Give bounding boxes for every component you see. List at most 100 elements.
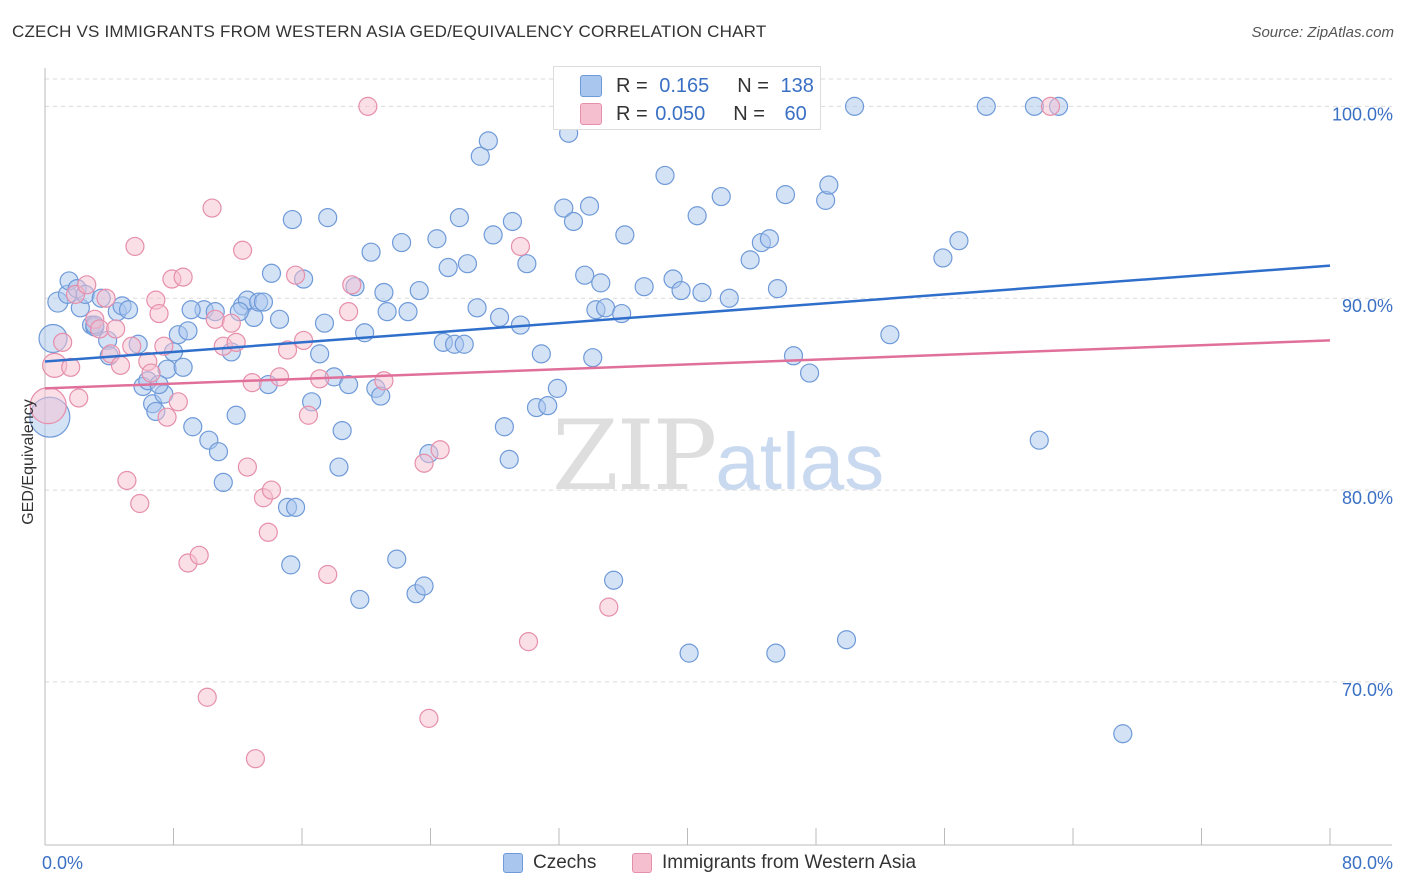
chart-title: CZECH VS IMMIGRANTS FROM WESTERN ASIA GE… bbox=[12, 22, 767, 41]
czech-point bbox=[583, 348, 603, 368]
czech-point bbox=[692, 282, 712, 303]
imm-n-label: N = bbox=[733, 102, 765, 125]
czech-point bbox=[438, 257, 458, 278]
imm-point bbox=[197, 687, 217, 707]
y-axis-label: GED/Equivalency bbox=[20, 399, 37, 524]
czech-point bbox=[281, 555, 301, 575]
czech-point bbox=[615, 225, 635, 245]
czech-point bbox=[208, 442, 229, 462]
axis-layer: 70.0% 80.0% 90.0% 100.0% 0.0% 80.0% bbox=[42, 68, 1393, 873]
czech-point bbox=[391, 232, 412, 253]
czech-point bbox=[976, 96, 996, 116]
czech-point bbox=[819, 175, 839, 195]
legend-imm-swatch bbox=[632, 853, 652, 873]
imm-point bbox=[430, 440, 450, 460]
czech-point bbox=[173, 357, 193, 377]
czech-point bbox=[499, 449, 519, 469]
legend-item-czechs: Czechs bbox=[503, 852, 596, 874]
imm-point bbox=[125, 236, 145, 257]
imm-point bbox=[342, 275, 362, 295]
imm-point bbox=[414, 453, 434, 473]
imm-point bbox=[277, 340, 298, 360]
czech-point bbox=[775, 185, 796, 205]
imm-r-label: R = bbox=[616, 102, 648, 125]
imm-point bbox=[110, 355, 131, 375]
czech-point bbox=[517, 254, 537, 274]
czech-point bbox=[655, 165, 675, 186]
czech-point bbox=[719, 288, 739, 308]
czech-point bbox=[563, 211, 584, 232]
czech-point bbox=[880, 325, 900, 345]
czech-point bbox=[783, 346, 804, 366]
imm-point bbox=[202, 198, 222, 218]
czech-point bbox=[361, 242, 381, 262]
imm-point bbox=[298, 405, 319, 425]
legend-imm-label: Immigrants from Western Asia bbox=[662, 852, 917, 873]
czech-point bbox=[575, 265, 595, 285]
imm-point bbox=[221, 313, 241, 333]
imm-point bbox=[599, 597, 619, 617]
imm-point bbox=[294, 330, 314, 351]
czech-point bbox=[554, 198, 574, 218]
imm-point bbox=[242, 373, 262, 393]
imm-point bbox=[419, 708, 439, 728]
czech-point bbox=[414, 576, 434, 596]
imm-point bbox=[141, 363, 161, 383]
imm-n-value: 60 bbox=[784, 102, 807, 125]
source-credit: Source: ZipAtlas.com bbox=[1251, 24, 1394, 41]
czech-point bbox=[118, 300, 139, 320]
czech-point bbox=[427, 229, 447, 249]
imm-point bbox=[261, 480, 282, 500]
imm-point bbox=[122, 336, 142, 356]
imm-point bbox=[245, 749, 266, 769]
czech-point bbox=[711, 186, 731, 207]
y-tick-label: 80.0% bbox=[1342, 488, 1393, 508]
imm-point bbox=[358, 96, 378, 116]
czech-point bbox=[409, 280, 429, 301]
czech-point bbox=[634, 277, 654, 297]
czech-r-label: R = bbox=[616, 74, 648, 97]
y-tick-label: 100.0% bbox=[1332, 104, 1393, 124]
y-tick-label: 70.0% bbox=[1342, 680, 1393, 700]
imm-point bbox=[90, 319, 110, 339]
czech-point bbox=[387, 549, 407, 569]
czech-point bbox=[178, 321, 198, 341]
czech-point bbox=[478, 131, 498, 151]
imm-point bbox=[258, 522, 278, 542]
czech-point bbox=[579, 196, 600, 216]
imm-r-value: 0.050 bbox=[655, 102, 706, 125]
czech-point bbox=[213, 472, 233, 492]
czech-point bbox=[1113, 724, 1133, 744]
czech-point bbox=[282, 209, 302, 230]
imm-point bbox=[168, 392, 188, 412]
imm-point bbox=[237, 457, 257, 477]
czech-point bbox=[285, 497, 306, 517]
imm-point bbox=[318, 564, 338, 585]
imm-point bbox=[96, 288, 116, 308]
imm-point bbox=[189, 545, 209, 565]
imm-point bbox=[77, 275, 97, 295]
imm-point bbox=[173, 267, 193, 287]
czech-point bbox=[1029, 430, 1049, 450]
imm-point bbox=[149, 303, 169, 324]
czech-point bbox=[332, 421, 352, 441]
czech-point bbox=[483, 225, 503, 245]
czech-point bbox=[226, 405, 246, 425]
czech-point bbox=[595, 298, 616, 318]
imm-point bbox=[117, 470, 137, 491]
czech-trend-line bbox=[44, 264, 1331, 363]
imm-point bbox=[53, 332, 73, 352]
x-tick-label: 0.0% bbox=[42, 853, 83, 873]
czech-point bbox=[449, 208, 470, 228]
czech-point bbox=[350, 589, 370, 610]
points-imm bbox=[29, 96, 1061, 769]
czech-point bbox=[467, 298, 487, 318]
czech-point bbox=[329, 457, 349, 477]
imm-point bbox=[157, 407, 177, 427]
czech-point bbox=[844, 96, 865, 116]
y-tick-label: 90.0% bbox=[1342, 296, 1393, 316]
imm-point bbox=[518, 632, 539, 652]
czech-point bbox=[310, 344, 330, 364]
czech-point bbox=[1024, 96, 1045, 116]
stats-legend: R = 0.165 N = 138 R = 0.050 N = 60 bbox=[553, 66, 821, 130]
